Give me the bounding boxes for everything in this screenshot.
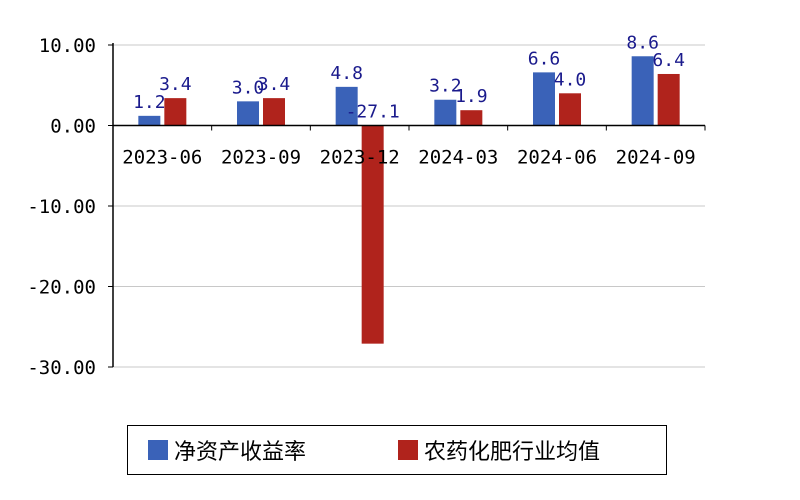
axes: [108, 43, 706, 368]
gridlines: [113, 44, 705, 368]
data-label: 3.2: [429, 76, 462, 97]
data-labels: 1.2 3.0 4.8 3.2 6.6 8.6 3.4 3.4 -27.1 1.9 4.0 6.4: [133, 32, 685, 122]
legend: 净资产收益率 农药化肥行业均值: [127, 425, 667, 475]
legend-swatch-industry-avg: [398, 440, 418, 460]
x-tick-label: 2023-06: [122, 147, 202, 169]
legend-label-industry-avg: 农药化肥行业均值: [424, 440, 601, 465]
bar-roe: [533, 72, 555, 126]
legend-label-roe: 净资产收益率: [174, 440, 307, 465]
y-tick-label: 0.00: [50, 116, 96, 138]
x-tick-label: 2023-12: [320, 147, 400, 169]
bar-industry-avg: [164, 98, 187, 126]
data-label: 6.6: [528, 48, 561, 69]
data-label: 1.2: [133, 92, 166, 113]
bar-industry-avg: [657, 73, 680, 126]
bar-roe: [335, 86, 358, 126]
data-label: 8.6: [626, 32, 659, 53]
x-tick-label: 2024-06: [517, 147, 597, 169]
legend-swatch-roe: [148, 440, 168, 460]
data-label: -27.1: [346, 102, 400, 123]
data-label: 3.4: [159, 74, 192, 95]
y-tick-label: -10.00: [27, 196, 96, 218]
bar-roe: [237, 101, 259, 126]
y-tick-labels: 10.00 0.00 -10.00 -20.00 -30.00: [27, 35, 96, 379]
bar-industry-avg: [263, 98, 285, 126]
bar-roe: [434, 99, 457, 126]
data-label: 3.4: [258, 74, 291, 95]
bar-industry-avg: [559, 93, 581, 126]
data-label: 4.8: [330, 63, 363, 84]
y-tick-label: 10.00: [39, 35, 96, 57]
data-label: 4.0: [554, 69, 587, 90]
bar-roe: [631, 56, 654, 126]
y-tick-label: -20.00: [27, 277, 96, 299]
data-label: 6.4: [652, 50, 685, 71]
legend-item-industry-avg: 农药化肥行业均值: [398, 426, 600, 474]
x-tick-label: 2024-03: [418, 147, 498, 169]
data-label: 3.0: [232, 77, 265, 98]
legend-item-roe: 净资产收益率: [148, 426, 306, 474]
bars: [138, 56, 680, 344]
data-label: 1.9: [455, 86, 488, 107]
x-tick-label: 2024-09: [616, 147, 696, 169]
bar-industry-avg: [361, 125, 384, 344]
x-tick-labels: 2023-06 2023-09 2023-12 2024-03 2024-06 2024-…: [122, 147, 695, 169]
x-tick-label: 2023-09: [221, 147, 301, 169]
bar-industry-avg: [460, 110, 483, 126]
bar-roe: [138, 115, 161, 126]
y-tick-label: -30.00: [27, 357, 96, 379]
